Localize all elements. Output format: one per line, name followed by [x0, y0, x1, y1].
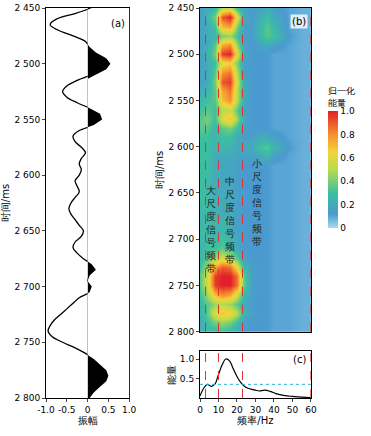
- svg-text:1.0: 1.0: [340, 106, 355, 116]
- svg-text:0: 0: [85, 405, 91, 415]
- svg-text:(a): (a): [111, 18, 125, 29]
- svg-text:大尺度信号频带: 大尺度信号频带: [206, 185, 216, 274]
- svg-text:(b): (b): [292, 16, 306, 27]
- svg-text:2 600: 2 600: [14, 170, 40, 180]
- svg-text:归一化能量: 归一化能量: [328, 86, 355, 108]
- svg-text:0.5: 0.5: [101, 405, 115, 415]
- svg-text:2 750: 2 750: [14, 337, 40, 347]
- svg-text:0.2: 0.2: [340, 200, 354, 210]
- svg-text:10: 10: [213, 405, 225, 415]
- svg-text:2 450: 2 450: [168, 3, 194, 13]
- svg-text:40: 40: [268, 405, 280, 415]
- svg-text:频率/Hz: 频率/Hz: [237, 415, 273, 426]
- svg-text:-1.0: -1.0: [37, 405, 55, 415]
- svg-text:0: 0: [197, 405, 203, 415]
- svg-text:1.0: 1.0: [180, 354, 195, 364]
- svg-text:能量: 能量: [166, 365, 177, 385]
- svg-text:小尺度信号频带: 小尺度信号频带: [252, 158, 262, 247]
- svg-text:中尺度信号频带: 中尺度信号频带: [225, 176, 235, 265]
- svg-text:时间/ms: 时间/ms: [154, 151, 165, 189]
- svg-text:(c): (c): [293, 354, 306, 365]
- svg-text:2 500: 2 500: [168, 49, 194, 59]
- svg-text:振幅: 振幅: [78, 415, 98, 426]
- svg-text:0.8: 0.8: [340, 130, 355, 140]
- svg-text:0.6: 0.6: [340, 153, 355, 163]
- svg-text:1.0: 1.0: [122, 405, 137, 415]
- svg-text:20: 20: [231, 405, 243, 415]
- svg-text:0.4: 0.4: [340, 176, 355, 186]
- svg-text:30: 30: [250, 405, 262, 415]
- svg-text:2 500: 2 500: [14, 59, 40, 69]
- svg-text:-0.5: -0.5: [58, 405, 76, 415]
- svg-text:2 700: 2 700: [168, 234, 194, 244]
- svg-text:2 750: 2 750: [168, 281, 194, 291]
- svg-text:2 700: 2 700: [14, 282, 40, 292]
- svg-text:2 650: 2 650: [14, 226, 40, 236]
- svg-text:2 550: 2 550: [168, 96, 194, 106]
- svg-text:60: 60: [305, 405, 317, 415]
- svg-text:2 450: 2 450: [14, 3, 40, 13]
- svg-text:2 550: 2 550: [14, 115, 40, 125]
- svg-text:50: 50: [287, 405, 299, 415]
- svg-text:2 650: 2 650: [168, 188, 194, 198]
- svg-text:0: 0: [340, 223, 346, 233]
- svg-text:0.5: 0.5: [180, 374, 194, 384]
- svg-text:时间/ms: 时间/ms: [0, 184, 11, 222]
- svg-text:2 800: 2 800: [14, 393, 40, 403]
- svg-text:2 800: 2 800: [168, 327, 194, 337]
- svg-text:2 600: 2 600: [168, 142, 194, 152]
